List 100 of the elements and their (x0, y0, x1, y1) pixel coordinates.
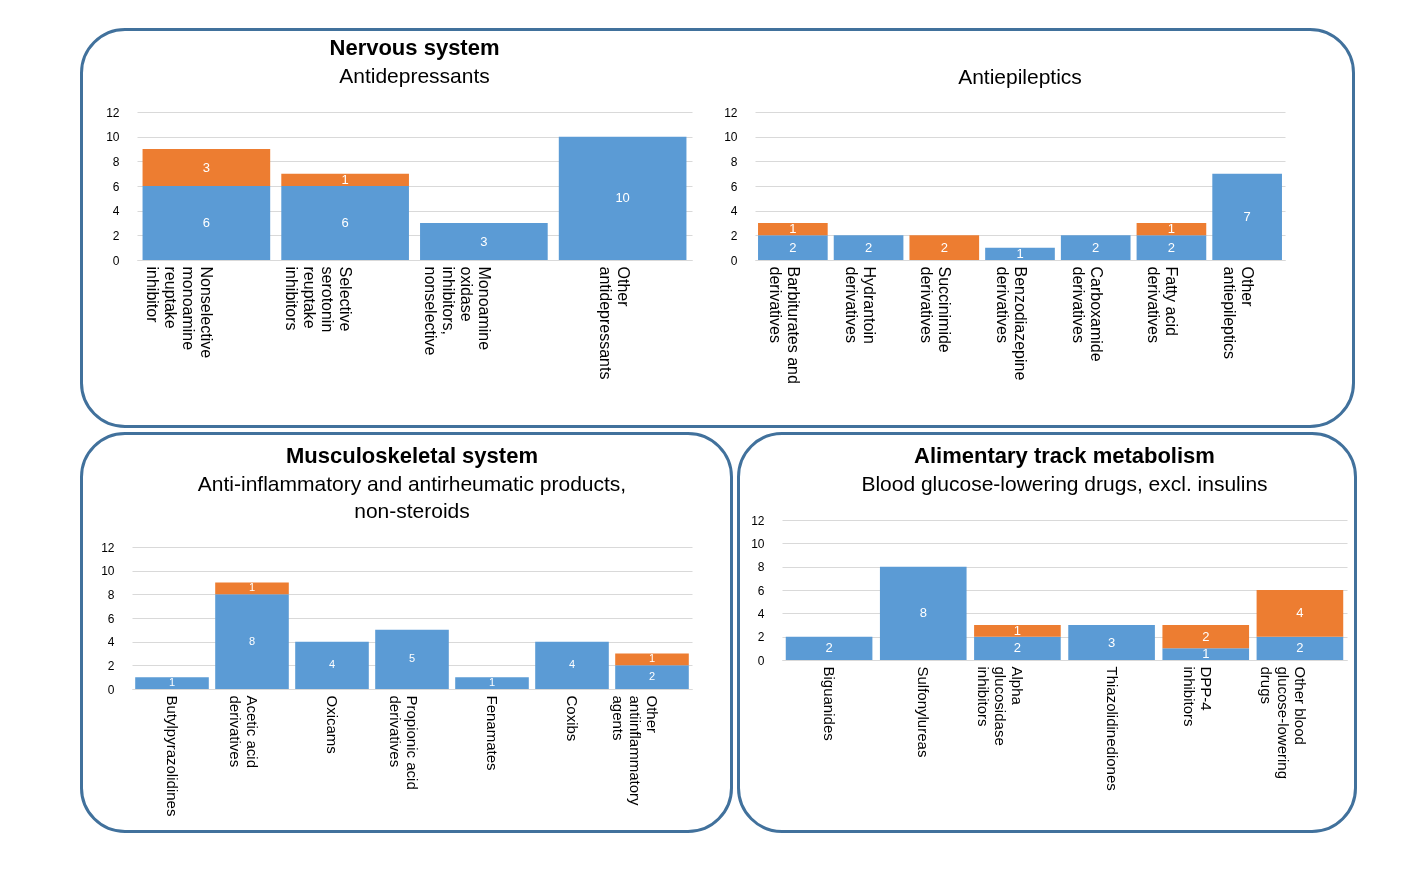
bar (1256, 636, 1344, 660)
bar (215, 594, 289, 689)
x-tick-label: Monoamine oxidase inhibitors, nonselective (421, 266, 493, 356)
x-tick-label: Other antidepressants (596, 266, 632, 380)
data-label: 1 (341, 171, 349, 187)
data-label: 1 (168, 676, 176, 689)
x-tick-label: Fenamates (484, 695, 501, 771)
bar (1162, 625, 1250, 649)
y-tick-label: 12 (101, 540, 115, 555)
x-tick-label: Acetic acid derivatives (227, 695, 261, 769)
data-label: 2 (825, 640, 833, 656)
bar (295, 641, 369, 689)
data-label: 2 (1092, 239, 1100, 255)
y-tick-label: 0 (730, 253, 738, 268)
chart-subtitle: Anti-inflammatory and antirheumatic products, non-steroids (197, 472, 627, 522)
y-tick-label: 0 (112, 253, 120, 268)
x-tick-label: Butylpyrazolidines (164, 695, 181, 817)
bar (615, 665, 689, 689)
x-tick-label: Alpha glucosidase inhibitors (975, 666, 1027, 746)
x-tick-label: Nonselective monoamine reuptake inhibitor (144, 266, 216, 359)
bar (135, 677, 209, 689)
data-label: 2 (1013, 640, 1022, 656)
x-tick-label: Oxicams (324, 695, 341, 754)
bar (142, 186, 271, 260)
y-tick-label: 10 (101, 564, 115, 579)
bar (1212, 173, 1282, 260)
x-tick-label: Sulfonylureas (915, 666, 933, 758)
data-label: 1 (1016, 245, 1024, 261)
bar (215, 582, 289, 595)
bar (1162, 648, 1250, 660)
data-label: 2 (648, 670, 656, 683)
data-label: 8 (248, 634, 256, 647)
data-label: 1 (648, 652, 656, 665)
x-tick-label: Barbiturates and derivatives (766, 266, 802, 384)
bar (615, 653, 689, 666)
x-tick-label: Other antiinflammatory agents (610, 695, 661, 807)
data-label: 1 (1202, 646, 1210, 662)
y-tick-label: 6 (757, 583, 765, 598)
data-label: 2 (789, 239, 797, 255)
y-tick-label: 8 (107, 587, 115, 602)
bar (558, 136, 687, 260)
data-label: 2 (940, 239, 948, 255)
chart-title: Nervous system (329, 35, 500, 60)
data-label: 1 (248, 581, 256, 594)
y-tick-label: 12 (724, 105, 738, 120)
chart-title: Alimentary track metabolism (914, 443, 1215, 468)
bar (758, 235, 828, 260)
x-tick-label: Other blood glucose-lowering drugs (1257, 666, 1309, 780)
y-tick-label: 4 (107, 635, 115, 650)
bar (758, 223, 828, 236)
data-label: 1 (1167, 221, 1176, 237)
x-tick-label: Biguanides (821, 666, 839, 741)
data-label: 2 (864, 239, 873, 255)
bar (455, 677, 529, 689)
bar (879, 566, 967, 660)
y-tick-label: 8 (112, 154, 120, 169)
data-label: 8 (919, 605, 927, 621)
y-tick-label: 10 (724, 130, 738, 145)
y-tick-label: 4 (757, 606, 765, 621)
data-label: 4 (1296, 605, 1304, 621)
y-tick-label: 10 (751, 536, 765, 551)
chart-subtitle: Antidepressants (339, 64, 490, 87)
bar (142, 149, 271, 186)
y-tick-label: 8 (730, 154, 738, 169)
y-tick-label: 10 (106, 130, 120, 145)
bar (1136, 223, 1207, 236)
y-tick-label: 6 (107, 611, 115, 626)
bar (909, 235, 980, 260)
data-label: 2 (1202, 628, 1210, 644)
y-tick-label: 2 (757, 630, 765, 645)
data-label: 6 (341, 215, 349, 230)
y-tick-label: 2 (107, 658, 115, 673)
data-label: 1 (789, 221, 797, 237)
bar (985, 247, 1055, 260)
x-tick-label: Selective serotonin reuptake inhibitors (283, 266, 355, 333)
bar (974, 636, 1061, 660)
bar (1256, 590, 1344, 637)
data-label: 3 (202, 159, 210, 175)
data-label: 1 (1013, 622, 1022, 638)
data-label: 3 (1107, 634, 1116, 650)
data-label: 5 (408, 652, 416, 665)
bar (420, 223, 548, 260)
x-tick-label: Coxibs (564, 695, 581, 742)
chart-subtitle: Antiepileptics (958, 65, 1082, 88)
chart-subtitle: Blood glucose-lowering drugs, excl. insulins (861, 472, 1268, 495)
bar (1068, 625, 1155, 660)
data-label: 7 (1243, 208, 1251, 224)
x-tick-label: DPP-4 inhibitors (1180, 666, 1215, 727)
y-tick-label: 4 (730, 204, 738, 219)
x-tick-label: Propionic acid derivatives (387, 695, 421, 790)
chart-title: Musculoskeletal system (286, 443, 538, 468)
data-label: 4 (328, 658, 336, 671)
y-tick-label: 12 (751, 513, 765, 528)
data-label: 6 (202, 215, 210, 230)
y-tick-label: 0 (757, 653, 765, 668)
data-label: 2 (1296, 640, 1304, 656)
data-label: 3 (480, 233, 488, 249)
data-label: 1 (488, 676, 496, 689)
y-tick-label: 8 (757, 560, 765, 575)
bar (974, 625, 1061, 637)
